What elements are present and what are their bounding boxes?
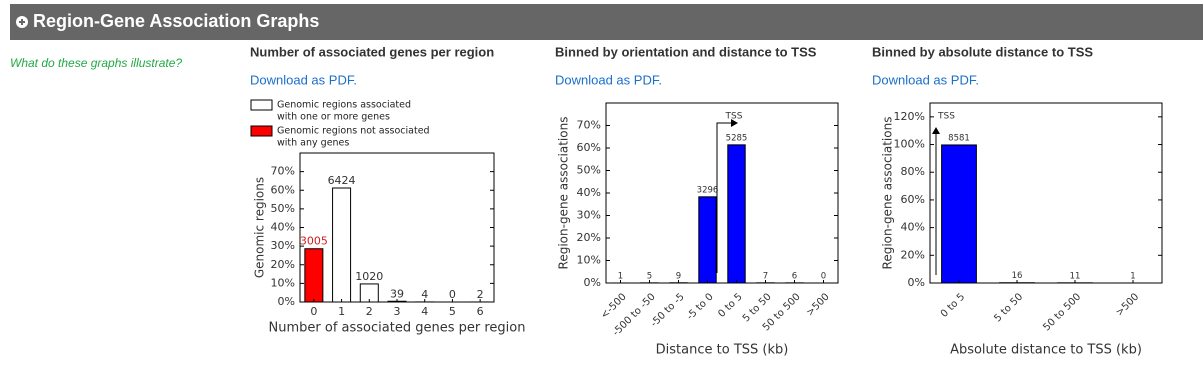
count-label: 8581	[948, 133, 970, 143]
x-tick-label: 0	[310, 305, 317, 318]
y-tick-label: 50%	[271, 202, 295, 215]
x-axis-label: Number of associated genes per region	[269, 321, 526, 336]
expand-icon-plus	[19, 19, 25, 25]
download-link[interactable]: Download as PDF.	[250, 72, 357, 87]
bar	[304, 248, 324, 303]
y-tick-label: 120%	[894, 110, 925, 123]
count-label: 7	[763, 271, 768, 281]
x-tick-label: 6	[477, 305, 484, 318]
x-tick-label: 5 to 50	[992, 291, 1025, 324]
count-label: 3005	[300, 235, 328, 248]
tss-arrowhead	[932, 127, 940, 134]
y-tick-label: 20%	[577, 231, 601, 244]
x-axis-label: Absolute distance to TSS (kb)	[950, 343, 1142, 358]
y-tick-label: 10%	[271, 276, 295, 289]
y-tick-label: 60%	[577, 141, 601, 154]
y-tick-label: 30%	[271, 239, 295, 252]
y-tick-label: 40%	[271, 221, 295, 234]
y-tick-label: 100%	[894, 138, 925, 151]
tss-arrow	[716, 122, 732, 273]
legend-swatch	[250, 125, 273, 137]
tss-label: TSS	[725, 112, 743, 122]
count-label: 39	[390, 287, 404, 300]
help-link[interactable]: What do these graphs illustrate?	[10, 56, 182, 70]
count-label: 5	[647, 271, 652, 281]
header-title: Region-Gene Association Graphs	[33, 11, 319, 31]
download-link[interactable]: Download as PDF.	[872, 72, 979, 87]
y-tick-label: 70%	[577, 119, 601, 132]
y-tick-label: 30%	[577, 209, 601, 222]
y-tick-label: 40%	[577, 186, 601, 199]
count-label: 6	[792, 271, 797, 281]
count-label: 16	[1012, 271, 1023, 281]
y-axis-label: Region-gene associations	[557, 117, 571, 270]
x-tick-label: 0 to 5	[939, 291, 967, 319]
header-bar	[10, 4, 1203, 40]
x-tick-label: 50 to 500	[1041, 291, 1083, 333]
y-tick-label: 10%	[577, 254, 601, 267]
y-tick-label: 50%	[577, 164, 601, 177]
legend-label: with any genes	[277, 138, 349, 149]
x-tick-label: 3	[394, 305, 401, 318]
panel-title: Binned by orientation and distance to TS…	[555, 44, 817, 59]
plot-frame	[605, 102, 839, 284]
x-axis-label: Distance to TSS (kb)	[656, 343, 789, 358]
count-label: 0	[821, 272, 826, 282]
y-axis-label: Region-gene associations	[881, 117, 895, 270]
y-tick-label: 60%	[271, 183, 295, 196]
count-label: 11	[1070, 271, 1081, 281]
count-label: 6424	[328, 174, 356, 187]
x-tick-label: >500	[1114, 291, 1141, 318]
bar	[698, 196, 717, 284]
count-label: 1	[1130, 271, 1135, 281]
x-tick-label: 5	[449, 305, 456, 318]
y-tick-label: 0%	[908, 276, 925, 289]
y-tick-label: 0%	[278, 295, 295, 308]
y-tick-label: 80%	[901, 165, 925, 178]
y-tick-label: 70%	[271, 165, 295, 178]
legend-label: Genomic regions not associated	[277, 126, 430, 137]
count-label: 0	[449, 288, 456, 301]
count-label: 2	[477, 288, 484, 301]
x-tick-label: 2	[366, 305, 373, 318]
bar	[941, 144, 977, 284]
panel-title: Binned by absolute distance to TSS	[872, 44, 1093, 59]
x-tick-label: -5 to 0	[685, 291, 716, 322]
download-link[interactable]: Download as PDF.	[555, 72, 662, 87]
legend-label: Genomic regions associated	[277, 100, 411, 111]
y-axis-label: Genomic regions	[253, 177, 267, 278]
count-label: 9	[676, 271, 681, 281]
legend-label: with one or more genes	[277, 112, 390, 123]
legend-swatch	[250, 99, 273, 111]
y-tick-label: 20%	[271, 258, 295, 271]
tss-label: TSS	[937, 112, 955, 122]
x-tick-label: 4	[421, 305, 428, 318]
panel-title: Number of associated genes per region	[250, 44, 494, 59]
count-label: 1	[618, 271, 623, 281]
y-tick-label: 60%	[901, 193, 925, 206]
count-label: 3296	[697, 185, 719, 195]
y-tick-label: 0%	[584, 276, 601, 289]
count-label: 4	[421, 288, 428, 301]
count-label: 5285	[726, 133, 748, 143]
count-label: 1020	[355, 270, 383, 283]
y-tick-label: 40%	[901, 221, 925, 234]
x-tick-label: 1	[338, 305, 345, 318]
y-tick-label: 20%	[901, 248, 925, 261]
x-tick-label: >500	[805, 291, 832, 318]
bar	[727, 144, 746, 284]
tss-arrowhead	[731, 119, 738, 127]
bar	[332, 187, 352, 303]
